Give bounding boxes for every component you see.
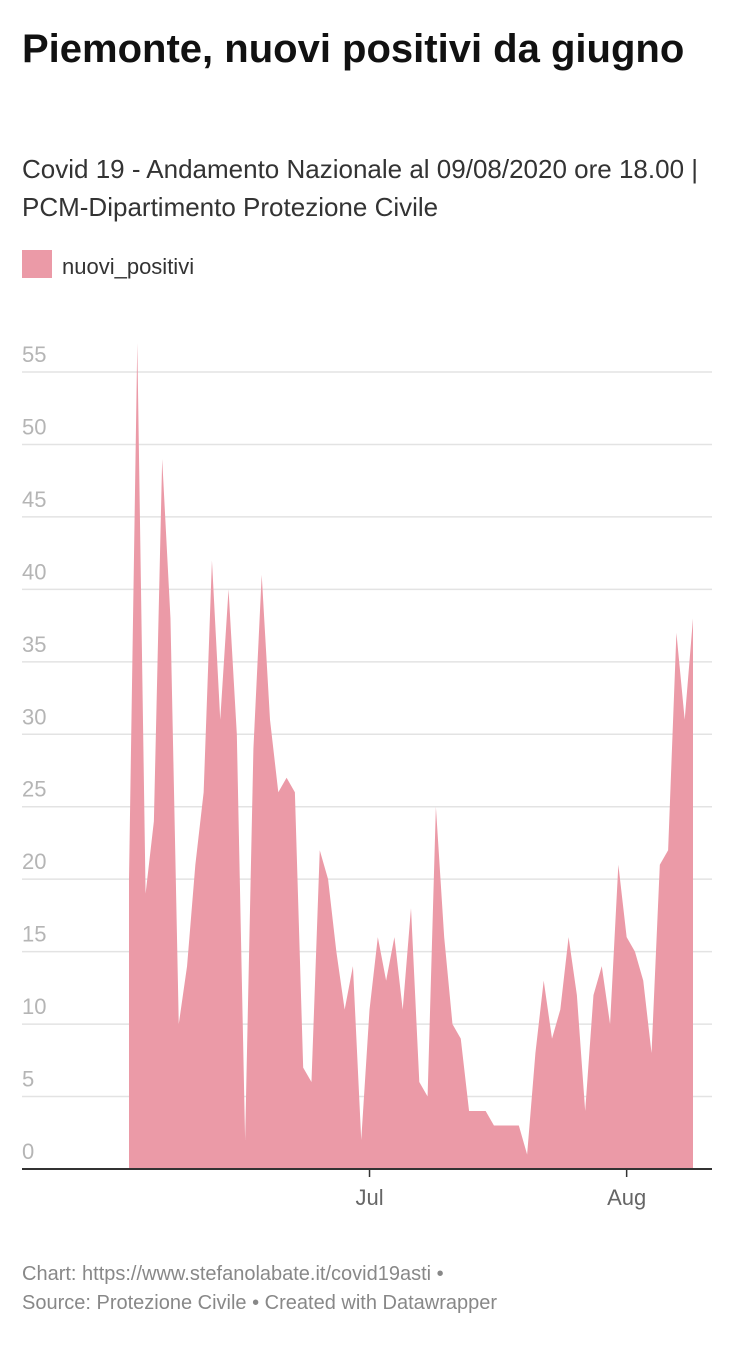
- y-tick-label: 30: [22, 704, 46, 729]
- y-tick-label: 10: [22, 994, 46, 1019]
- chart-subtitle: Covid 19 - Andamento Nazionale al 09/08/…: [22, 154, 698, 222]
- footer: Chart: https://www.stefanolabate.it/covi…: [22, 1260, 497, 1318]
- x-tick-label: Jul: [355, 1185, 383, 1210]
- y-tick-label: 20: [22, 849, 46, 874]
- y-tick-label: 25: [22, 777, 46, 802]
- y-tick-label: 15: [22, 922, 46, 947]
- x-tick-label: Aug: [607, 1185, 646, 1210]
- y-tick-label: 50: [22, 414, 46, 439]
- y-tick-label: 35: [22, 632, 46, 657]
- legend-label: nuovi_positivi: [62, 254, 194, 279]
- y-tick-label: 5: [22, 1067, 34, 1092]
- y-tick-label: 55: [22, 342, 46, 367]
- footer-line: Source: Protezione Civile • Created with…: [22, 1292, 497, 1314]
- y-tick-label: 45: [22, 487, 46, 512]
- footer-line: Chart: https://www.stefanolabate.it/covi…: [22, 1263, 444, 1285]
- chart-title: Piemonte, nuovi positivi da giugno: [22, 27, 685, 71]
- area: [129, 343, 693, 1169]
- legend-swatch: [22, 250, 52, 278]
- y-tick-label: 40: [22, 559, 46, 584]
- y-tick-label: 0: [22, 1139, 34, 1164]
